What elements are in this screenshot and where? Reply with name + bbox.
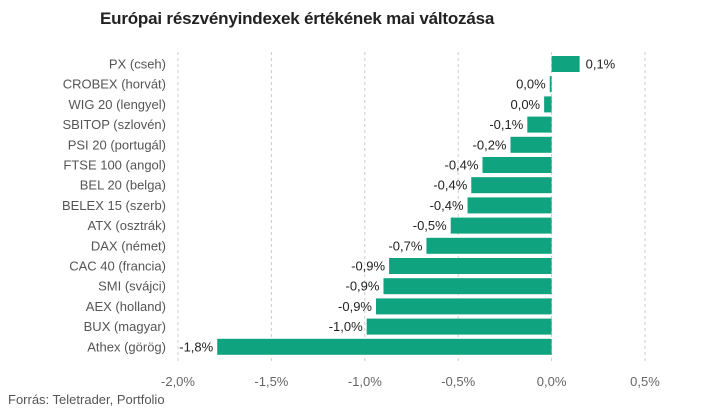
value-label: -0,5% bbox=[413, 218, 447, 233]
category-label: PSI 20 (portugál) bbox=[68, 137, 166, 152]
bar bbox=[383, 278, 552, 295]
value-label: -0,1% bbox=[489, 117, 523, 132]
x-axis-ticks: -2,0% -1,5% -1,0% -0,5% 0,0% 0,5% bbox=[161, 374, 660, 389]
category-label: Athex (görög) bbox=[87, 339, 166, 354]
value-label: -0,4% bbox=[430, 198, 464, 213]
x-tick-label: -1,5% bbox=[254, 374, 288, 389]
bars bbox=[217, 56, 580, 355]
bar bbox=[482, 157, 552, 173]
x-tick-label: -0,5% bbox=[441, 374, 475, 389]
bar bbox=[544, 96, 552, 113]
bar bbox=[376, 298, 552, 315]
category-label: BELEX 15 (szerb) bbox=[62, 198, 166, 213]
category-label: PX (cseh) bbox=[109, 57, 166, 72]
value-label: 0,1% bbox=[586, 57, 616, 72]
category-label: DAX (német) bbox=[91, 238, 166, 253]
value-label: 0,0% bbox=[516, 77, 546, 92]
bar bbox=[510, 136, 552, 153]
bar bbox=[549, 76, 552, 93]
x-tick-label: -1,0% bbox=[348, 374, 382, 389]
chart-title: Európai részvényindexek értékének mai vá… bbox=[100, 9, 495, 28]
gridlines bbox=[177, 52, 646, 362]
bar bbox=[450, 217, 552, 234]
bar bbox=[527, 116, 552, 133]
category-label: BUX (magyar) bbox=[84, 319, 166, 334]
category-label: WIG 20 (lengyel) bbox=[68, 97, 166, 112]
category-labels: PX (cseh) CROBEX (horvát) WIG 20 (lengyel)… bbox=[62, 57, 166, 355]
x-tick-label: 0,0% bbox=[537, 374, 567, 389]
bar bbox=[551, 56, 580, 72]
x-tick-label: -2,0% bbox=[161, 374, 195, 389]
bar bbox=[471, 177, 552, 194]
value-label: -0,4% bbox=[433, 178, 467, 193]
value-label: -0,9% bbox=[338, 299, 372, 314]
x-tick-label: 0,5% bbox=[630, 374, 660, 389]
value-label: -0,2% bbox=[473, 137, 507, 152]
category-label: SBITOP (szlovén) bbox=[62, 117, 166, 132]
category-label: SMI (svájci) bbox=[98, 279, 166, 294]
bar bbox=[426, 237, 552, 254]
category-label: AEX (holland) bbox=[86, 299, 166, 314]
bar bbox=[217, 338, 552, 355]
value-label: -0,7% bbox=[388, 238, 422, 253]
value-label: -0,4% bbox=[445, 158, 479, 173]
value-label: -0,9% bbox=[351, 259, 385, 274]
source-note: Forrás: Teletrader, Portfolio bbox=[8, 392, 165, 407]
bar bbox=[366, 318, 552, 335]
category-label: BEL 20 (belga) bbox=[80, 178, 166, 193]
value-label: 0,0% bbox=[510, 97, 540, 112]
category-label: CAC 40 (francia) bbox=[69, 259, 166, 274]
value-labels: 0,1% 0,0% 0,0% -0,1% -0,2% -0,4% -0,4% -0,4% -0,… bbox=[179, 57, 615, 355]
bar bbox=[467, 197, 552, 214]
value-label: -1,0% bbox=[329, 319, 363, 334]
bar bbox=[389, 258, 552, 274]
category-label: CROBEX (horvát) bbox=[63, 77, 166, 92]
value-label: -1,8% bbox=[179, 339, 213, 354]
category-label: ATX (osztrák) bbox=[88, 218, 167, 233]
category-label: FTSE 100 (angol) bbox=[63, 158, 166, 173]
value-label: -0,9% bbox=[346, 279, 380, 294]
